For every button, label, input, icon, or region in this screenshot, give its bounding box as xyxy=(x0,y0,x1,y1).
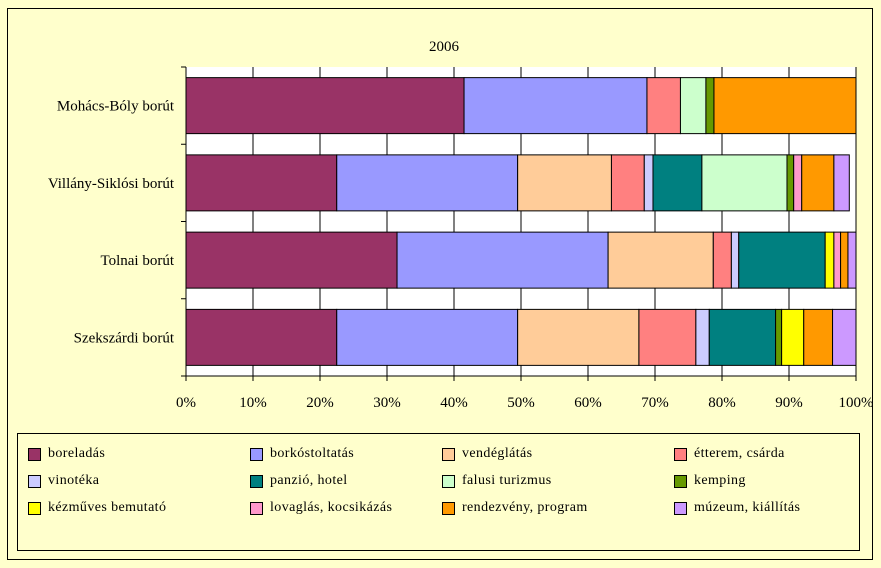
x-tick-label: 100% xyxy=(839,395,874,411)
legend-swatch xyxy=(674,501,687,515)
legend-swatch xyxy=(250,447,263,461)
legend-item: kézműves bemutató xyxy=(28,498,166,518)
legend-label: vinotéka xyxy=(48,473,100,488)
bar-segment xyxy=(610,154,645,212)
x-tick-label: 60% xyxy=(574,395,602,411)
legend-label: panzió, hotel xyxy=(270,473,348,488)
bar-segment xyxy=(840,231,849,289)
bar-segment xyxy=(847,231,857,289)
bar-segment xyxy=(695,308,710,366)
bar-segment xyxy=(713,77,857,135)
legend-swatch xyxy=(250,474,263,488)
x-tick-label: 30% xyxy=(373,395,401,411)
legend-item: panzió, hotel xyxy=(250,471,348,491)
legend-swatch xyxy=(28,447,41,461)
category-label: Mohács-Bóly borút xyxy=(57,99,175,115)
bar-segment xyxy=(781,308,805,366)
x-tick-label: 20% xyxy=(306,395,334,411)
bar-segment xyxy=(185,308,338,366)
category-label: Tolnai borút xyxy=(100,253,174,269)
legend-swatch xyxy=(28,474,41,488)
legend-item: rendezvény, program xyxy=(442,498,588,518)
bar-segment xyxy=(833,154,850,212)
legend-swatch xyxy=(442,474,455,488)
legend-label: boreladás xyxy=(48,446,106,461)
legend-label: vendéglátás xyxy=(462,446,533,461)
legend-item: vinotéka xyxy=(28,471,99,491)
legend-label: borkóstoltatás xyxy=(270,446,355,461)
legend-label: kemping xyxy=(694,473,746,488)
bar-segment xyxy=(185,77,465,135)
legend: boreladás borkóstoltatás vendéglátás éttere… xyxy=(17,433,860,551)
category-label: Villány-Siklósi borút xyxy=(48,176,175,192)
bar-segment xyxy=(336,154,519,212)
bar-segment xyxy=(832,308,857,366)
bar-segment xyxy=(705,77,715,135)
legend-item: lovaglás, kocsikázás xyxy=(250,498,392,518)
bar-segment xyxy=(652,154,703,212)
legend-item: étterem, csárda xyxy=(674,444,785,464)
legend-swatch xyxy=(442,447,455,461)
bar-segment xyxy=(712,231,732,289)
category-label: Szekszárdi borút xyxy=(74,330,175,346)
legend-item: falusi turizmus xyxy=(442,471,552,491)
legend-label: étterem, csárda xyxy=(694,446,785,461)
bar-segment xyxy=(833,231,842,289)
bar-segment xyxy=(801,154,835,212)
bar-segment xyxy=(679,77,707,135)
legend-swatch xyxy=(442,501,455,515)
legend-swatch xyxy=(674,447,687,461)
bar-segment xyxy=(701,154,788,212)
bar-segment xyxy=(738,231,826,289)
bar-segment xyxy=(517,154,612,212)
x-tick-label: 10% xyxy=(239,395,267,411)
legend-label: lovaglás, kocsikázás xyxy=(270,500,393,515)
bar-segment xyxy=(646,77,681,135)
legend-swatch xyxy=(674,474,687,488)
x-tick-label: 50% xyxy=(507,395,535,411)
bar-segment xyxy=(517,308,640,366)
bar-segment xyxy=(336,308,519,366)
legend-item: kemping xyxy=(674,471,746,491)
legend-label: falusi turizmus xyxy=(462,473,552,488)
bar-segment xyxy=(643,154,654,212)
bar-segment xyxy=(463,77,648,135)
x-tick-label: 40% xyxy=(440,395,468,411)
legend-swatch xyxy=(250,501,263,515)
bar-segment xyxy=(730,231,740,289)
legend-item: boreladás xyxy=(28,444,105,464)
bar-segment xyxy=(607,231,714,289)
bar-segment xyxy=(775,308,783,366)
legend-item: vendéglátás xyxy=(442,444,532,464)
legend-item: borkóstoltatás xyxy=(250,444,354,464)
x-tick-label: 90% xyxy=(775,395,803,411)
legend-label: múzeum, kiállítás xyxy=(694,500,801,515)
chart-title: 2006 xyxy=(429,39,460,55)
bar-segment xyxy=(396,231,609,289)
bar-segment xyxy=(185,231,398,289)
legend-item: múzeum, kiállítás xyxy=(674,498,800,518)
legend-swatch xyxy=(28,501,41,515)
bar-segment xyxy=(786,154,795,212)
bar-segment xyxy=(708,308,777,366)
legend-label: kézműves bemutató xyxy=(48,500,167,515)
x-tick-label: 80% xyxy=(708,395,736,411)
bar-segment xyxy=(824,231,835,289)
bar-segment xyxy=(185,154,338,212)
bar-segment xyxy=(793,154,803,212)
x-tick-label: 70% xyxy=(641,395,669,411)
bar-segment xyxy=(803,308,834,366)
x-tick-label: 0% xyxy=(176,395,196,411)
legend-label: rendezvény, program xyxy=(462,500,588,515)
bar-segment xyxy=(638,308,697,366)
